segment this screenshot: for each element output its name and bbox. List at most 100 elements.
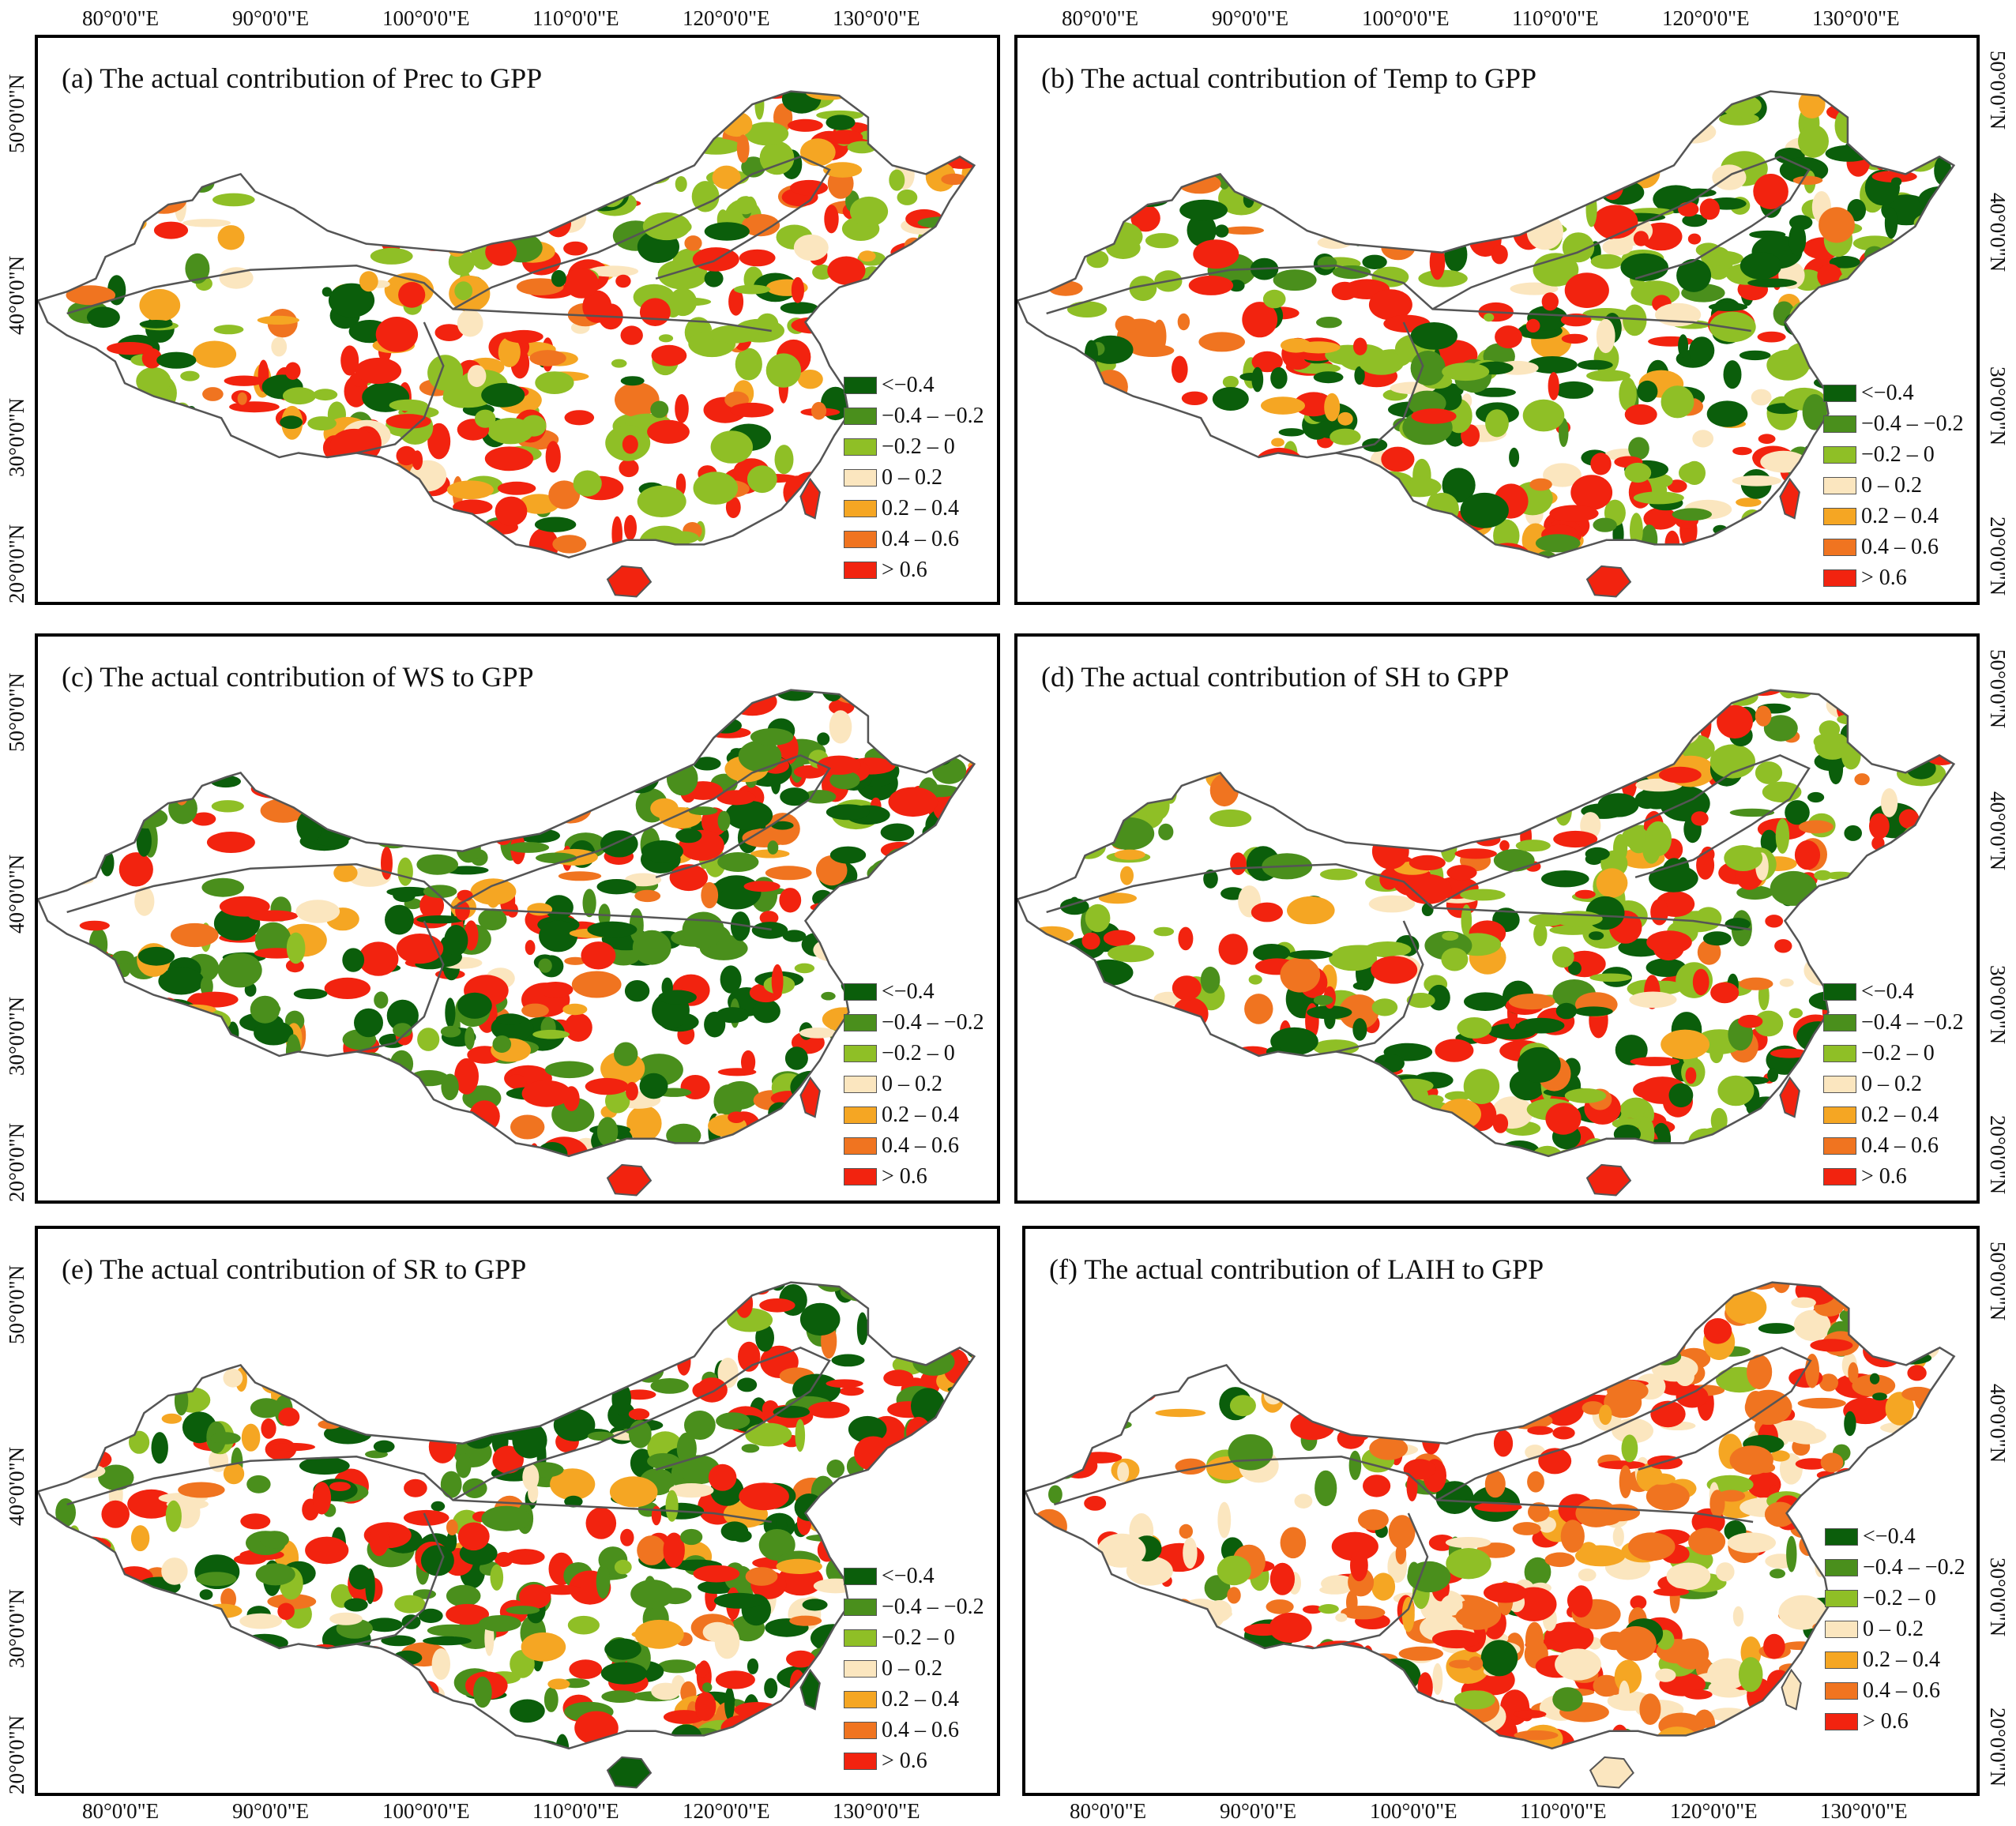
raster-patch [449, 707, 473, 727]
raster-patch [129, 1073, 156, 1104]
raster-patch [1864, 944, 1885, 975]
raster-patch [1442, 1724, 1466, 1745]
raster-patch [423, 1636, 472, 1646]
raster-patch [1217, 102, 1265, 115]
raster-patch [322, 287, 333, 297]
raster-patch [380, 795, 404, 807]
raster-patch [564, 1495, 583, 1508]
raster-patch [405, 1151, 449, 1156]
raster-patch [791, 1141, 830, 1156]
raster-patch [1901, 825, 1934, 856]
raster-patch [548, 91, 596, 94]
raster-patch [826, 1660, 841, 1685]
taiwan-island [799, 1668, 821, 1711]
raster-patch [1228, 280, 1245, 292]
raster-patch [1393, 1078, 1434, 1093]
raster-patch [515, 133, 532, 155]
raster-patch [1382, 1309, 1430, 1342]
raster-patch [1676, 1385, 1709, 1408]
raster-patch [1935, 665, 1971, 686]
raster-patch [713, 1592, 764, 1609]
latitude-tick-label: 50°0'0"N [5, 1264, 28, 1344]
raster-patch [81, 1089, 116, 1114]
raster-patch [1693, 689, 1721, 694]
raster-patch [1567, 149, 1579, 179]
raster-patch [1881, 788, 1898, 817]
raster-patch [1753, 1159, 1780, 1182]
raster-patch [1682, 214, 1708, 227]
raster-patch [1454, 1745, 1492, 1749]
raster-patch [787, 1170, 826, 1182]
raster-patch [1551, 580, 1573, 596]
country-border [1017, 90, 1956, 559]
china-map-a [38, 90, 1000, 598]
raster-patch [1765, 1730, 1802, 1749]
legend-swatch [844, 1721, 877, 1739]
raster-patch [457, 137, 488, 152]
raster-patch [724, 1686, 735, 1721]
raster-patch [1290, 1411, 1335, 1441]
raster-patch [795, 1418, 806, 1452]
raster-patch [805, 91, 852, 100]
raster-patch [51, 1571, 89, 1599]
raster-patch [1202, 1045, 1246, 1072]
raster-patch [454, 281, 473, 301]
raster-patch [340, 783, 362, 802]
latitude-tick-label: 20°0'0"N [5, 1715, 28, 1794]
legend-row: > 0.6 [1823, 562, 1964, 593]
raster-patch [1807, 791, 1825, 803]
raster-patch [357, 1654, 386, 1679]
raster-patch [145, 1065, 171, 1095]
raster-patch [294, 1059, 315, 1071]
raster-patch [1551, 946, 1574, 968]
raster-patch [950, 123, 975, 145]
raster-patch [224, 375, 265, 386]
raster-patch [1086, 501, 1113, 524]
raster-patch [658, 990, 697, 1005]
raster-patch [1821, 77, 1862, 91]
raster-patch [457, 309, 483, 337]
legend-label: −0.2 – 0 [882, 434, 955, 459]
raster-patch [1123, 1345, 1169, 1364]
raster-patch [1032, 1058, 1062, 1073]
raster-patch [907, 870, 936, 900]
raster-patch [325, 133, 376, 168]
raster-patch [259, 1742, 275, 1749]
raster-patch [321, 112, 364, 127]
raster-patch [619, 459, 639, 478]
raster-patch [1210, 1050, 1255, 1088]
raster-patch [1214, 224, 1229, 238]
raster-patch [345, 1738, 372, 1749]
raster-patch [470, 1169, 519, 1191]
raster-patch [1370, 166, 1398, 179]
raster-patch [262, 1767, 291, 1790]
raster-patch [421, 1291, 443, 1306]
raster-patch [1025, 1574, 1038, 1592]
raster-patch [1739, 977, 1773, 990]
latitude-tick-label: 40°0'0"N [5, 854, 28, 934]
raster-patch [605, 754, 642, 787]
raster-patch [1760, 829, 1778, 855]
taiwan-island [1779, 477, 1800, 520]
raster-patch [402, 217, 446, 231]
raster-patch [1090, 1099, 1113, 1129]
raster-patch [1552, 1687, 1583, 1711]
raster-patch [1341, 1116, 1379, 1149]
raster-patch [73, 362, 122, 393]
raster-patch [1052, 415, 1089, 427]
raster-patch [892, 91, 909, 122]
raster-patch [1552, 1426, 1575, 1440]
raster-patch [984, 176, 1000, 205]
raster-patch [1062, 1359, 1093, 1388]
raster-patch [1786, 1535, 1797, 1572]
raster-patch [1779, 979, 1794, 987]
raster-patch [703, 91, 743, 117]
raster-patch [495, 1552, 513, 1567]
raster-patch [1255, 498, 1282, 532]
raster-patch [1500, 1306, 1538, 1324]
raster-patch [1435, 561, 1478, 575]
raster-patch [1270, 366, 1288, 389]
raster-patch [377, 114, 427, 131]
raster-patch [183, 539, 201, 558]
raster-patch [1297, 1349, 1308, 1358]
